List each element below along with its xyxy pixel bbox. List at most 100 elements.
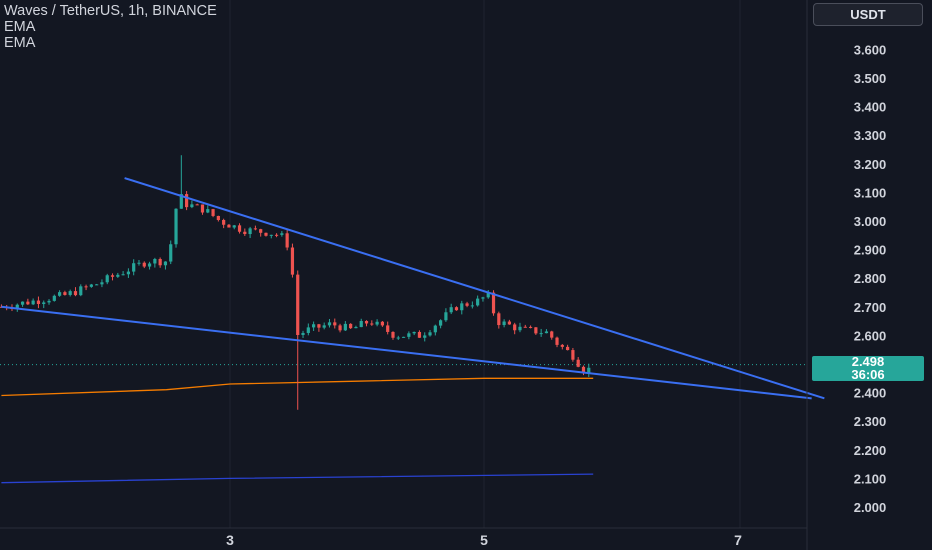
candle-body — [216, 215, 220, 220]
price-tick-label: 3.000 — [854, 214, 887, 229]
candle-body — [206, 209, 210, 213]
candle-body — [190, 204, 194, 208]
candle-body — [534, 327, 538, 334]
currency-button[interactable]: USDT — [813, 3, 923, 26]
candle-body — [84, 286, 88, 288]
candles — [0, 155, 591, 410]
candle-body — [417, 331, 422, 338]
candle-body — [380, 321, 384, 326]
candle-body — [116, 274, 120, 277]
candle-body — [285, 233, 289, 248]
candle-body — [550, 331, 554, 338]
candle-body — [338, 325, 342, 331]
candle-body — [460, 303, 464, 311]
candle-body — [576, 359, 580, 367]
candle-body — [333, 322, 337, 326]
candle-body — [126, 271, 130, 275]
candle-body — [407, 333, 411, 337]
symbol-title[interactable]: Waves / TetherUS, 1h, BINANCE — [4, 3, 217, 19]
price-tick-label: 2.300 — [854, 414, 887, 429]
candle-body — [454, 307, 459, 311]
candle-body — [322, 325, 326, 328]
candle-body — [587, 367, 591, 374]
candle-body — [52, 295, 56, 301]
trendlines[interactable] — [1, 177, 825, 400]
candle-body — [42, 302, 46, 304]
candle-body — [264, 232, 268, 236]
price-axis[interactable]: 2.0002.1002.2002.3002.4002.5002.6002.700… — [854, 42, 887, 515]
candle-body — [158, 259, 162, 266]
candle-body — [327, 322, 332, 326]
price-tick-label: 2.100 — [854, 471, 887, 486]
candle-body — [354, 327, 358, 329]
time-axis[interactable]: 3 5 7 — [226, 532, 742, 548]
candle-body — [502, 321, 506, 326]
candle-body — [185, 194, 189, 208]
candle-body — [58, 292, 62, 296]
candle-body — [497, 313, 501, 326]
candle-body — [20, 301, 25, 305]
candle-body — [15, 304, 19, 309]
candle-body — [555, 337, 559, 345]
candle-body — [396, 337, 400, 339]
price-tick-label: 3.200 — [854, 157, 887, 172]
candle-body — [566, 346, 570, 351]
candle-body — [232, 225, 236, 228]
candle-body — [449, 307, 453, 313]
price-tick-label: 3.500 — [854, 71, 887, 86]
price-tick-label: 2.600 — [854, 328, 887, 343]
last-price-badge: 2.498 36:06 — [812, 355, 924, 381]
candle-body — [433, 325, 437, 333]
time-tick-label: 7 — [734, 532, 742, 548]
candle-body — [105, 275, 109, 283]
candle-body — [386, 325, 390, 332]
candle-body — [153, 259, 157, 264]
candle-body — [73, 291, 78, 296]
candle-body — [200, 204, 205, 213]
candle-body — [491, 292, 496, 314]
candle-body — [174, 208, 178, 245]
trendline-upper[interactable] — [124, 177, 825, 400]
candle-body — [444, 312, 448, 321]
grid-vertical — [229, 0, 741, 528]
candle-body — [317, 324, 321, 328]
candle-body — [560, 344, 564, 347]
candle-body — [439, 320, 443, 326]
candle-body — [306, 327, 310, 333]
candle-body — [423, 335, 427, 338]
ema-legend-1[interactable]: EMA — [4, 19, 36, 35]
candle-body — [269, 234, 273, 236]
time-tick-label: 3 — [226, 532, 234, 548]
candle-body — [47, 300, 51, 303]
candle-body — [412, 331, 416, 334]
trendline-lower[interactable] — [1, 305, 812, 400]
candle-body — [110, 275, 115, 277]
candle-body — [237, 225, 242, 232]
candle-body — [147, 263, 152, 267]
candle-body — [476, 298, 480, 306]
candle-body — [544, 331, 549, 334]
candle-body — [523, 326, 527, 328]
price-tick-label: 2.400 — [854, 386, 887, 401]
candle-body — [253, 228, 257, 230]
candle-body — [370, 323, 374, 325]
candle-body — [528, 326, 533, 328]
candle-body — [137, 262, 141, 264]
candle-body — [486, 292, 490, 298]
candle-body — [95, 284, 99, 286]
price-tick-label: 2.700 — [854, 300, 887, 315]
time-tick-label: 5 — [480, 532, 488, 548]
candle-body — [518, 326, 522, 331]
candle-body — [211, 209, 215, 216]
candle-body — [375, 321, 379, 325]
ema-legend-2[interactable]: EMA — [4, 35, 36, 51]
candle-body — [63, 292, 67, 295]
candle-body — [169, 244, 173, 262]
candle-body — [68, 291, 72, 295]
candle-body — [280, 233, 284, 235]
candle-body — [243, 231, 247, 235]
candle-body — [296, 274, 300, 335]
candle-body — [100, 282, 104, 285]
candle-body — [401, 336, 406, 338]
